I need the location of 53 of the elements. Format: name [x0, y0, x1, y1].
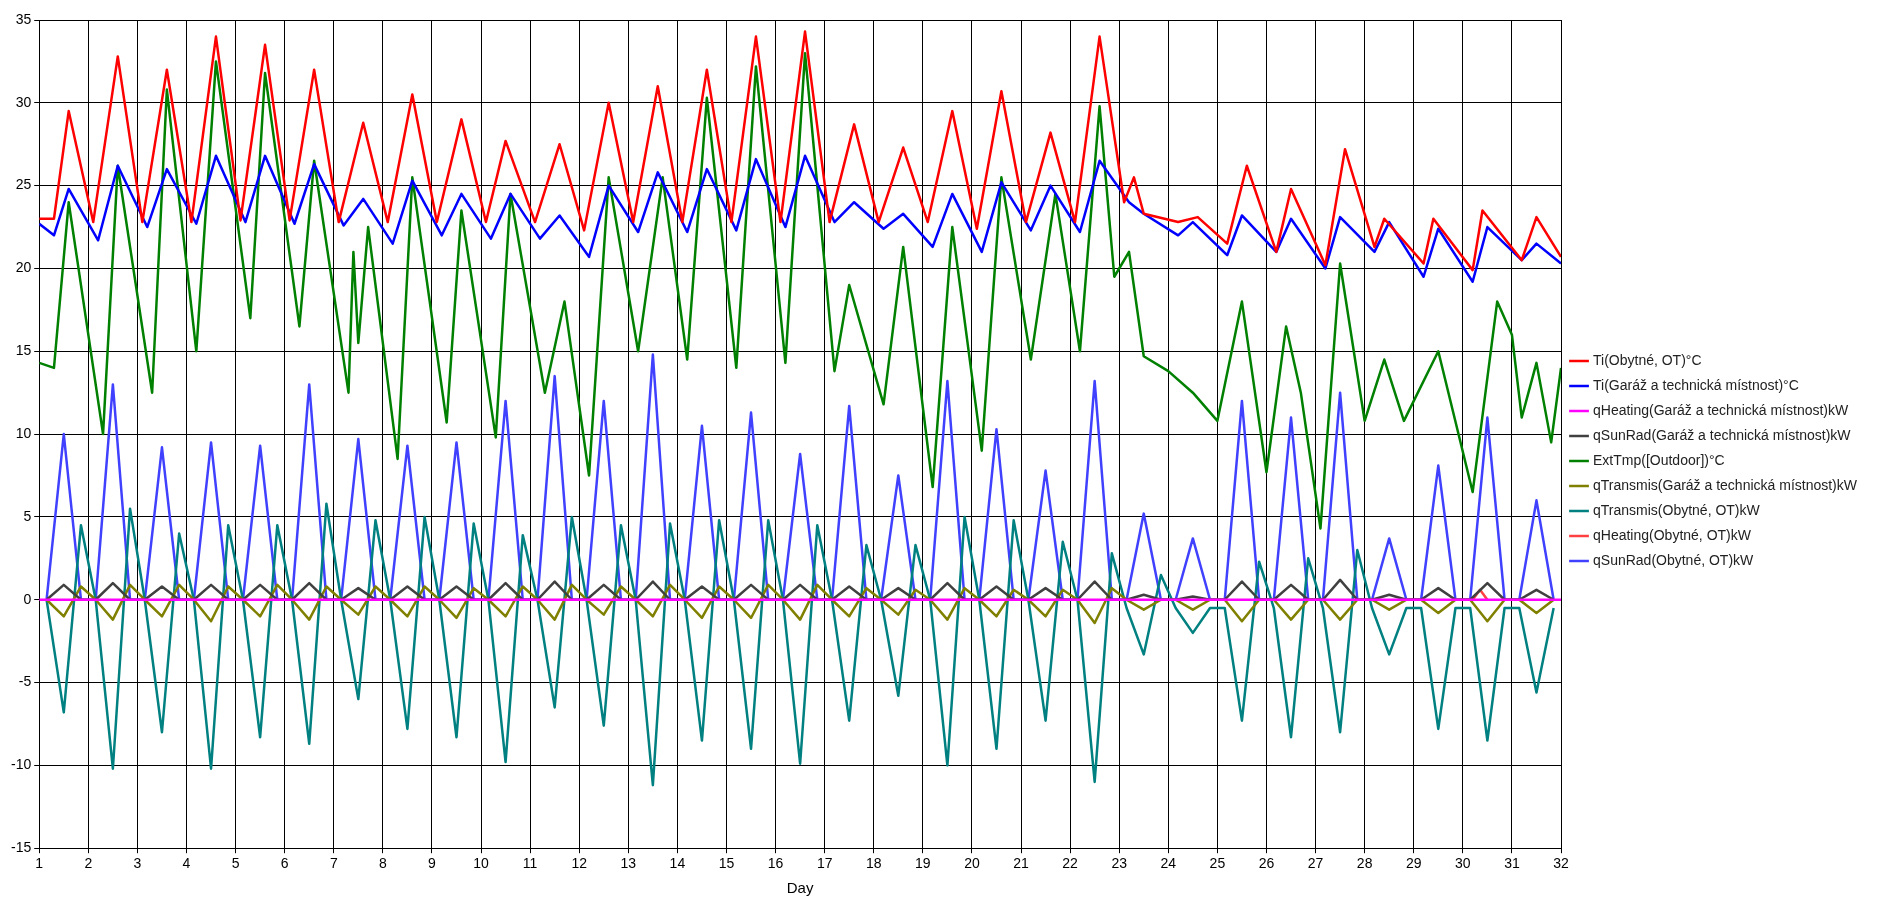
- legend-label: Ti(Garáž a technická místnost)°C: [1593, 376, 1799, 393]
- y-tick-label: 25: [15, 176, 32, 193]
- x-tick-label: 30: [1455, 855, 1471, 872]
- y-tick-label: -10: [11, 756, 32, 773]
- y-tick-label: 15: [15, 342, 32, 359]
- x-tick-label: 27: [1307, 855, 1324, 872]
- y-tick-label: 35: [15, 10, 32, 27]
- x-tick-label: 1: [35, 855, 44, 872]
- legend-label: qSunRad(Obytné, OT)kW: [1593, 551, 1755, 568]
- x-tick-label: 7: [329, 855, 338, 872]
- y-tick-label: 20: [15, 259, 32, 276]
- legend-label: ExtTmp([Outdoor])°C: [1593, 451, 1725, 468]
- x-tick-label: 17: [816, 855, 833, 872]
- x-tick-label: 19: [915, 855, 931, 872]
- x-tick-label: 25: [1209, 855, 1226, 872]
- x-tick-label: 31: [1504, 855, 1520, 872]
- y-tick-label: 0: [23, 590, 32, 607]
- x-tick-label: 9: [428, 855, 437, 872]
- legend-label: qTransmis(Obytné, OT)kW: [1593, 501, 1761, 518]
- y-tick-label: -5: [18, 673, 32, 690]
- x-tick-label: 22: [1062, 855, 1079, 872]
- x-tick-label: 28: [1356, 855, 1373, 872]
- x-tick-label: 12: [571, 855, 588, 872]
- x-tick-label: 10: [473, 855, 490, 872]
- y-tick-label: -15: [11, 839, 32, 856]
- x-tick-label: 6: [280, 855, 289, 872]
- x-tick-label: 16: [767, 855, 784, 872]
- x-tick-label: 20: [964, 855, 980, 872]
- x-tick-label: 13: [620, 855, 637, 872]
- x-tick-label: 26: [1258, 855, 1275, 872]
- x-tick-label: 14: [669, 855, 686, 872]
- x-tick-label: 32: [1553, 855, 1570, 872]
- legend-label: Ti(Obytné, OT)°C: [1593, 351, 1702, 368]
- x-tick-label: 4: [182, 855, 191, 872]
- x-tick-label: 21: [1013, 855, 1030, 872]
- y-tick-label: 5: [23, 507, 32, 524]
- x-tick-label: 18: [865, 855, 882, 872]
- y-tick-label: 30: [15, 93, 32, 110]
- x-axis-title: Day: [786, 879, 814, 897]
- x-tick-label: 8: [378, 855, 387, 872]
- x-tick-label: 5: [231, 855, 240, 872]
- x-tick-label: 3: [133, 855, 142, 872]
- legend-label: qTransmis(Garáž a technická místnost)kW: [1593, 476, 1858, 493]
- x-tick-label: 11: [522, 855, 538, 872]
- y-tick-label: 10: [15, 424, 32, 441]
- legend-label: qHeating(Obytné, OT)kW: [1593, 526, 1752, 543]
- legend-label: qHeating(Garáž a technická místnost)kW: [1593, 401, 1849, 418]
- x-tick-label: 15: [718, 855, 735, 872]
- legend-label: qSunRad(Garáž a technická místnost)kW: [1593, 426, 1852, 443]
- x-tick-label: 24: [1160, 855, 1177, 872]
- x-tick-label: 23: [1111, 855, 1128, 872]
- x-tick-label: 29: [1405, 855, 1422, 872]
- x-tick-label: 2: [84, 855, 93, 872]
